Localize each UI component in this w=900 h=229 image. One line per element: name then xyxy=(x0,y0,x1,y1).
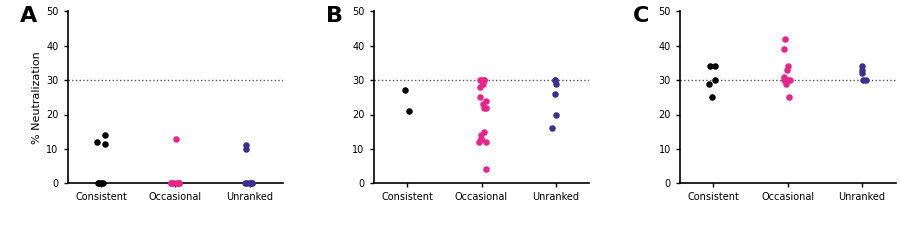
Point xyxy=(778,82,793,85)
Point xyxy=(94,181,109,185)
Point xyxy=(475,102,490,106)
Point xyxy=(245,181,259,185)
Point xyxy=(548,113,562,116)
Point xyxy=(548,78,562,82)
Point xyxy=(172,181,186,185)
Point xyxy=(166,181,181,185)
Point xyxy=(702,82,716,85)
Point xyxy=(777,47,791,51)
Point xyxy=(97,142,112,146)
Point xyxy=(783,78,797,82)
Point xyxy=(169,181,184,185)
Point xyxy=(477,78,491,82)
Point xyxy=(476,82,491,85)
Point xyxy=(472,85,487,89)
Text: A: A xyxy=(20,6,37,26)
Point xyxy=(705,95,719,99)
Point xyxy=(777,78,791,82)
Point xyxy=(708,65,723,68)
Point xyxy=(92,181,106,185)
Point xyxy=(859,78,873,82)
Y-axis label: % Neutralization: % Neutralization xyxy=(32,51,42,144)
Point xyxy=(472,140,486,144)
Text: B: B xyxy=(326,6,343,26)
Point xyxy=(89,140,104,144)
Point xyxy=(548,82,562,85)
Point xyxy=(474,78,489,82)
Point xyxy=(238,181,253,185)
Point xyxy=(172,181,186,185)
Point xyxy=(168,137,183,140)
Point xyxy=(781,78,796,82)
Point xyxy=(780,65,795,68)
Point xyxy=(548,78,562,82)
Point xyxy=(777,75,791,79)
Point xyxy=(779,68,794,72)
Point xyxy=(245,181,259,185)
Point xyxy=(164,181,178,185)
Point xyxy=(239,181,254,185)
Point xyxy=(479,99,493,103)
Point xyxy=(477,106,491,109)
Point xyxy=(544,126,559,130)
Point xyxy=(473,133,488,137)
Point xyxy=(239,144,254,147)
Point xyxy=(97,133,112,137)
Point xyxy=(91,181,105,185)
Point xyxy=(855,65,869,68)
Point xyxy=(855,68,869,72)
Point xyxy=(476,78,491,82)
Point xyxy=(164,181,178,185)
Point xyxy=(478,106,492,109)
Point xyxy=(707,78,722,82)
Point xyxy=(474,137,489,140)
Point xyxy=(782,95,796,99)
Point xyxy=(856,78,870,82)
Text: C: C xyxy=(633,6,649,26)
Point xyxy=(472,78,487,82)
Point xyxy=(399,89,413,92)
Point xyxy=(854,71,868,75)
Point xyxy=(479,168,493,171)
Point xyxy=(479,140,493,144)
Point xyxy=(473,137,488,140)
Point xyxy=(401,109,416,113)
Point xyxy=(96,181,111,185)
Point xyxy=(702,65,716,68)
Point xyxy=(239,147,254,151)
Point xyxy=(165,181,179,185)
Point xyxy=(547,92,562,96)
Point xyxy=(477,130,491,134)
Point xyxy=(243,181,257,185)
Point xyxy=(242,181,256,185)
Point xyxy=(171,181,185,185)
Point xyxy=(472,95,487,99)
Point xyxy=(778,37,792,41)
